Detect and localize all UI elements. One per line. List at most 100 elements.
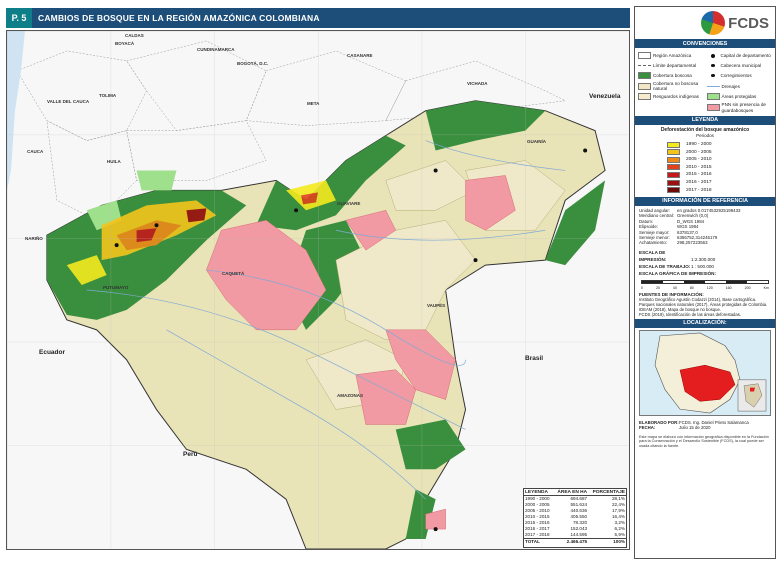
convention-label: Drenajes xyxy=(721,83,740,89)
table-row: 2016 - 2017 152.043 6,2% xyxy=(524,526,626,532)
convention-item: Cobertura no boscosa natural xyxy=(638,81,704,91)
total-pct: 100% xyxy=(588,538,626,545)
period: 2005 - 2010 xyxy=(525,508,550,514)
label-meta: META xyxy=(307,101,320,106)
label-vichada: VICHADA xyxy=(467,81,488,86)
scale-tick-label: 20 xyxy=(655,285,660,290)
reference-key: Achatamiento: xyxy=(639,240,668,246)
area: 551.624 xyxy=(570,502,588,508)
legend-header: LEYENDA xyxy=(635,115,775,125)
area: 405.550 xyxy=(570,514,588,520)
label-vaupes: VAUPÉS xyxy=(427,303,446,308)
area: 78.320 xyxy=(573,520,588,526)
reference-row: Achatamiento: 298,257223563 xyxy=(639,240,771,245)
source-line: FCDS (2019), Identificación de las áreas… xyxy=(639,311,741,317)
reference-row: Semieje mayor: 6378137,0 xyxy=(639,230,771,235)
location-header: LOCALIZACIÓN: xyxy=(635,318,775,328)
credits: ELABORADO POR: FCDS. Ing. Daniel Prieto S… xyxy=(635,418,775,433)
convention-item: Cabecera municipal xyxy=(707,61,773,70)
reference-info: Unidad angular: en grados 0.0174532925199… xyxy=(635,206,775,248)
convention-label: Región Amazónica xyxy=(653,52,692,58)
convention-swatch xyxy=(638,82,651,90)
period-swatch xyxy=(667,187,680,194)
scale-tick-label: 80 xyxy=(689,285,694,290)
convention-item: Capital de departamento xyxy=(707,51,773,60)
graphic-scale-label: ESCALA GRÁFICA DE IMPRESIÓN: xyxy=(639,270,716,276)
label-ecuador: Ecuador xyxy=(39,349,66,356)
label-putumayo: PUTUMAYO xyxy=(103,285,129,290)
print-scale: 1:2.300.000 xyxy=(691,256,716,262)
period: 2015 - 2016 xyxy=(525,520,550,526)
title-bar: P. 5 CAMBIOS DE BOSQUE EN LA REGIÓN AMAZ… xyxy=(6,8,630,28)
reference-row: Datum: D_WGS 1984 xyxy=(639,219,771,224)
conventions-header: CONVENCIONES xyxy=(635,39,775,48)
map-canvas[interactable]: CALDAS BOYACÁ CUNDINAMARCA TOLIMA VALLE … xyxy=(6,30,630,550)
print-scale-label: ESCALA DE IMPRESIÓN: xyxy=(639,249,667,262)
period-swatch xyxy=(667,141,680,148)
work-scale-label: ESCALA DE TRABAJO: xyxy=(639,263,691,269)
reference-key: Semieje menor: xyxy=(639,235,670,240)
convention-label: Cobertura boscosa xyxy=(653,72,692,78)
source-line: Parques nacionales naturales (2017), Áre… xyxy=(639,301,768,307)
legend-subtitle: Deforestación del bosque amazónico xyxy=(660,126,750,133)
period: 2000 - 2005 xyxy=(525,502,550,508)
disclaimer-note: Este mapa se elaboró con información geo… xyxy=(639,434,769,448)
label-boyaca: BOYACÁ xyxy=(115,41,135,46)
area: 694.687 xyxy=(570,496,588,502)
pct: 3,2% xyxy=(614,520,625,526)
scale-ticks: 0 20 40 80 120 160 200 Km xyxy=(641,286,769,290)
scale-tick-label: Km xyxy=(763,285,769,290)
capital-dot-icon xyxy=(710,53,715,58)
pct: 5,9% xyxy=(614,532,625,538)
pct: 17,9% xyxy=(611,508,625,514)
reference-key: Elipsoide: xyxy=(639,224,659,230)
label-huila: HUILA xyxy=(107,159,121,164)
convention-label: Resguardos indígenas xyxy=(653,94,699,100)
reference-row: Unidad angular: en grados 0.0174532925199… xyxy=(639,208,771,213)
boundary-line-icon xyxy=(638,65,651,66)
town-dot-icon xyxy=(710,74,715,77)
label-tolima: TOLIMA xyxy=(99,93,117,98)
scale-tick-label: 160 xyxy=(725,285,732,290)
period-label: 2015 - 2016 xyxy=(686,172,712,178)
pct: 16,4% xyxy=(611,514,625,520)
total-label: TOTAL xyxy=(524,538,554,545)
logo-icon xyxy=(701,11,726,35)
convention-swatch xyxy=(706,104,720,112)
period-swatch xyxy=(667,149,680,156)
convention-item: Áreas protegidas xyxy=(706,92,773,101)
label-venezuela: Venezuela xyxy=(589,93,621,100)
area: 152.043 xyxy=(570,526,588,532)
credit-value: FCDS. Ing. Daniel Prieto Salamanca xyxy=(679,419,749,425)
legend-period-item: 2010 - 2015 xyxy=(667,164,775,172)
table-total-row: TOTAL 2.466.475 100% xyxy=(524,538,626,545)
source-line: Instituto Geográfico Agustín Codazzi (20… xyxy=(639,296,757,302)
convention-swatch xyxy=(638,93,651,101)
scale-tick-label: 40 xyxy=(672,285,677,290)
period-swatch xyxy=(667,156,680,163)
period-label: 2017 - 2018 xyxy=(686,187,712,193)
reference-key: Unidad angular: xyxy=(639,207,671,213)
reference-row: Meridiano central: Greenwich (0,0) xyxy=(639,213,771,218)
label-peru: Perú xyxy=(183,451,198,458)
label-valle: VALLE DEL CAUCA xyxy=(47,99,90,104)
label-guaviare: GUAVIARE xyxy=(337,201,361,206)
area: 144.595 xyxy=(570,532,588,538)
sources-title: FUENTES DE INFORMACIÓN: xyxy=(639,291,704,297)
reference-key: Semieje mayor: xyxy=(639,229,670,235)
legend-periods-label: Periodos xyxy=(696,132,714,138)
convention-label: Cobertura no boscosa natural xyxy=(653,81,699,92)
period-label: 2016 - 2017 xyxy=(686,180,712,186)
pct: 28,1% xyxy=(611,496,625,502)
source-line: IDEAM (2018), Mapa de bosque no bosque. xyxy=(639,306,721,312)
area: 440.636 xyxy=(570,508,588,514)
conventions-grid: Región Amazónica Capital de departamento L… xyxy=(635,48,775,116)
table-header-area: ÁREA EN HA xyxy=(553,489,589,496)
period-label: 2000 - 2005 xyxy=(686,149,712,155)
convention-item: Corregimientos xyxy=(707,71,773,80)
reference-value: 298,257223563 xyxy=(677,240,708,246)
scale-tick-label: 200 xyxy=(744,285,751,290)
table-row: 2010 - 2015 405.550 16,4% xyxy=(524,514,626,520)
period-swatch xyxy=(667,164,680,171)
scale-bar xyxy=(641,279,769,284)
